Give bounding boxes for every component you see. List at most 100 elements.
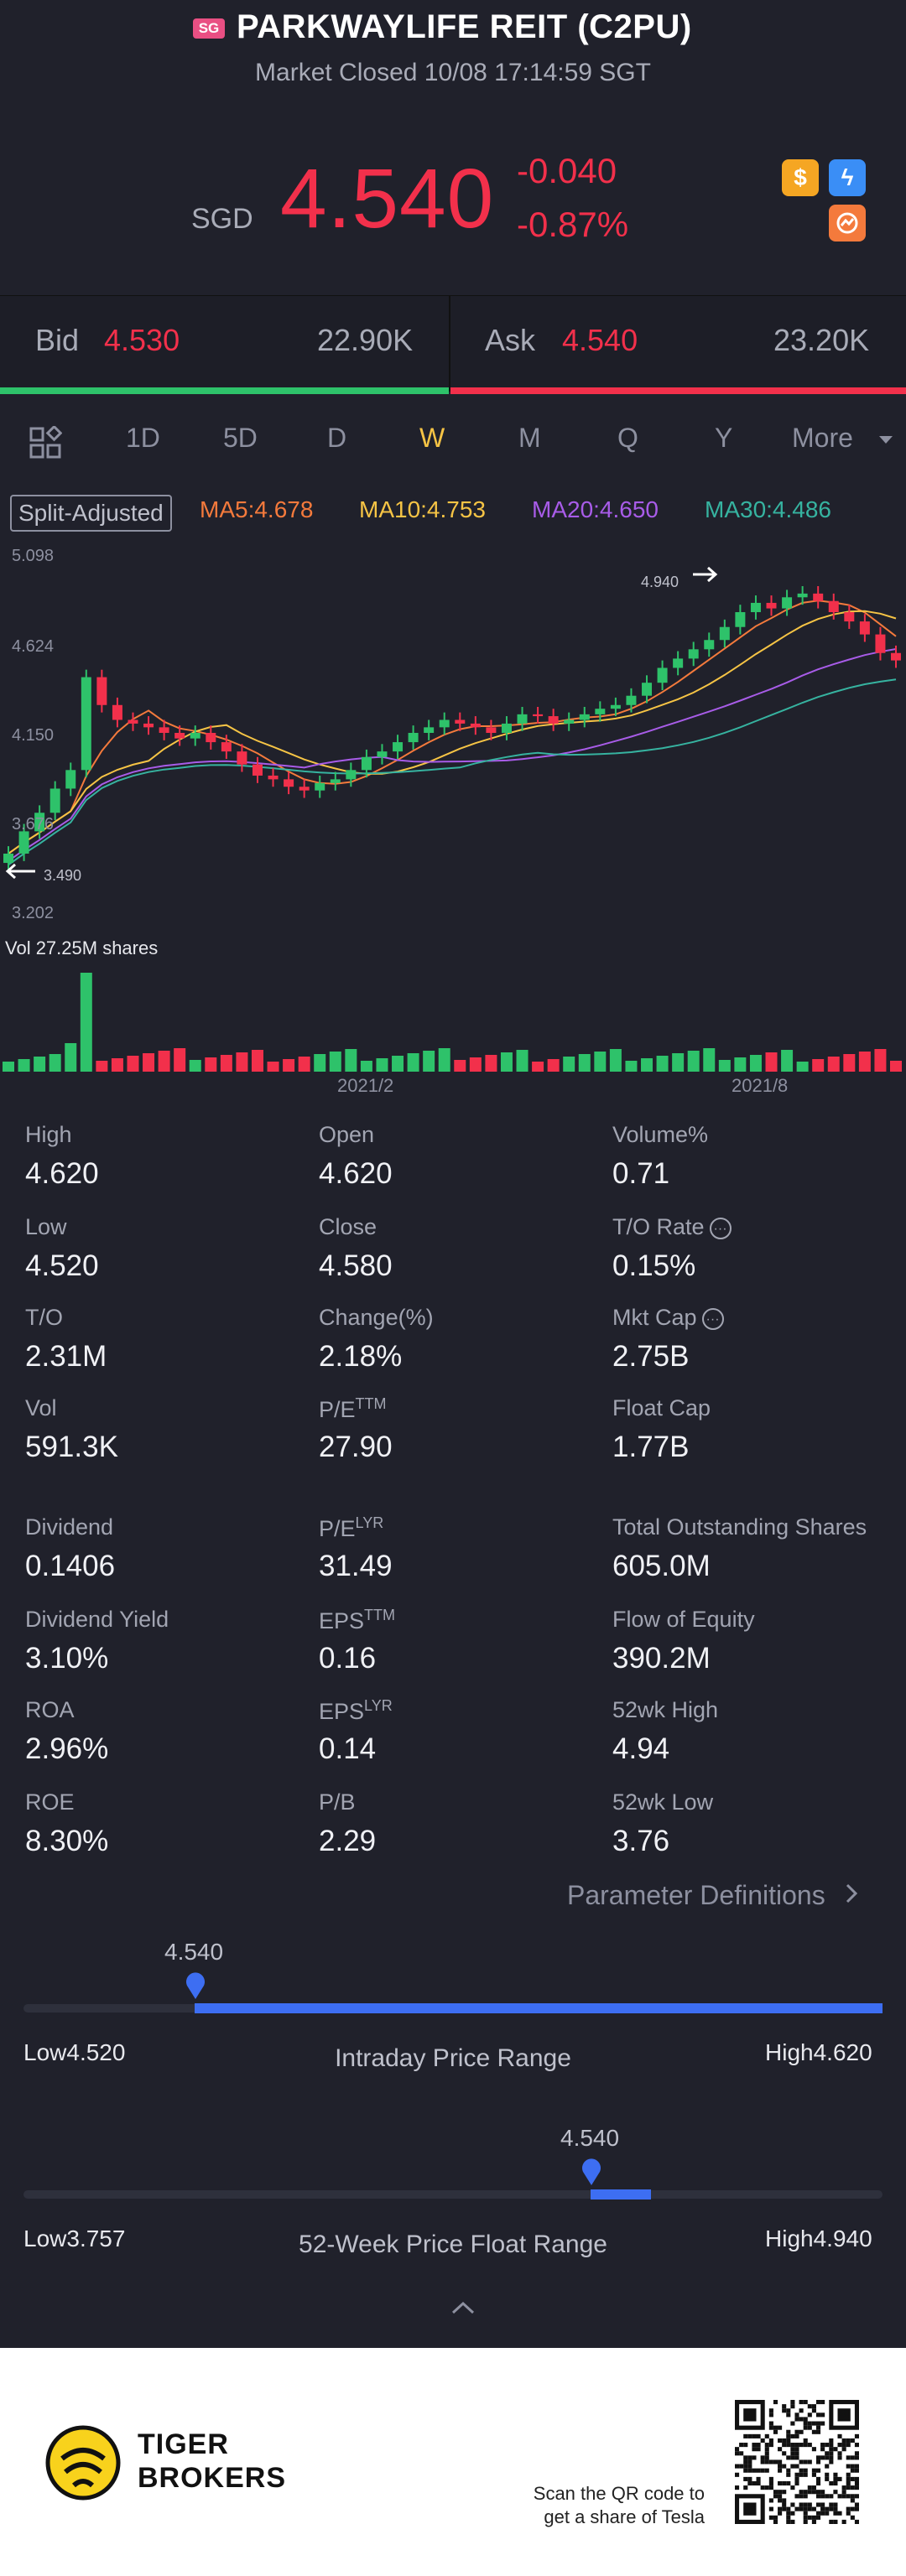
candle-body	[268, 775, 279, 780]
candle-body	[112, 704, 122, 720]
qr-module	[829, 2519, 834, 2524]
qr-module	[811, 2421, 816, 2426]
split-adjusted-toggle[interactable]: Split-Adjusted	[10, 495, 172, 532]
qr-module	[760, 2485, 765, 2490]
tab-y[interactable]: Y	[715, 423, 733, 453]
qr-module	[811, 2506, 816, 2511]
tab-5d[interactable]: 5D	[223, 423, 258, 453]
qr-module	[829, 2506, 834, 2511]
volume-bar	[454, 1060, 466, 1072]
volume-bar	[609, 1049, 622, 1072]
bid-label: Bid	[35, 323, 80, 357]
qr-module	[846, 2506, 851, 2511]
qr-module	[799, 2468, 804, 2473]
candlestick-chart[interactable]	[0, 545, 906, 922]
qr-module	[803, 2519, 808, 2524]
scan-text-line1: Scan the QR code to	[533, 2483, 705, 2504]
qr-module	[786, 2519, 791, 2524]
stat-label: EPSTTM	[319, 1607, 395, 1634]
tab-m[interactable]: M	[518, 423, 541, 453]
volume-bar	[858, 1052, 871, 1072]
info-icon[interactable]: ···	[701, 1307, 724, 1330]
stat-label: Open	[319, 1122, 374, 1148]
qr-module	[799, 2429, 804, 2434]
volume-bar	[49, 1054, 61, 1072]
volume-bar	[500, 1052, 513, 1072]
volume-chart[interactable]	[0, 964, 906, 1073]
qr-module	[829, 2494, 834, 2499]
grid-icon[interactable]	[29, 424, 63, 464]
qr-module	[786, 2506, 791, 2511]
qr-module	[807, 2412, 812, 2418]
candle-body	[237, 751, 247, 765]
week52-range-fill	[591, 2189, 651, 2199]
bid-strength-bar	[0, 387, 449, 394]
bid-ask-divider	[449, 296, 450, 392]
qr-module	[807, 2490, 812, 2495]
stat-label-text: P/B	[319, 1789, 356, 1815]
max-price-marker: 4.940	[641, 574, 680, 590]
qr-module	[773, 2519, 778, 2524]
stat-label: EPSLYR	[319, 1697, 393, 1725]
qr-module	[778, 2494, 783, 2499]
qr-module	[786, 2433, 791, 2438]
qr-module	[833, 2472, 838, 2477]
volume-bar	[407, 1053, 419, 1072]
stat-label: Dividend	[25, 1514, 113, 1540]
candle-body	[626, 695, 637, 705]
qr-module	[756, 2433, 761, 2438]
volume-bar	[843, 1054, 856, 1072]
qr-module	[854, 2464, 859, 2469]
qr-module	[854, 2443, 859, 2448]
candle-body	[299, 787, 310, 791]
lightning-icon[interactable]: ϟ	[829, 159, 866, 196]
qr-module	[756, 2447, 761, 2452]
qr-module	[815, 2476, 821, 2481]
volume-bar	[189, 1060, 201, 1072]
intraday-current-value: 4.540	[164, 1939, 224, 1965]
tab-d[interactable]: D	[327, 423, 347, 453]
qr-module	[790, 2443, 795, 2448]
bid-ask-panel[interactable]: Bid 4.530 22.90K Ask 4.540 23.20K	[0, 295, 906, 392]
chevron-down-icon[interactable]	[877, 434, 894, 450]
arrow-right-icon	[691, 564, 720, 589]
options-icon[interactable]	[829, 205, 866, 242]
y-tick-label: 5.098	[12, 547, 55, 565]
candle-body	[891, 652, 901, 661]
parameter-definitions-link[interactable]: Parameter Definitions	[567, 1880, 858, 1911]
qr-module	[794, 2480, 799, 2486]
last-price: 4.540	[280, 152, 495, 246]
qr-module	[825, 2511, 830, 2516]
qr-module	[794, 2494, 799, 2499]
stat-label-sup: LYR	[355, 1514, 384, 1531]
stat-label: P/B	[319, 1789, 356, 1815]
qr-module	[820, 2502, 825, 2507]
volume-bar	[827, 1057, 840, 1072]
tab-1d[interactable]: 1D	[126, 423, 160, 453]
tab-more[interactable]: More	[792, 423, 853, 453]
stat-label-text: P/E	[319, 1397, 356, 1422]
volume-bar	[111, 1058, 123, 1072]
tab-w[interactable]: W	[419, 423, 445, 453]
volume-bar	[734, 1057, 747, 1072]
qr-module	[815, 2421, 821, 2426]
period-tabs: 1D 5D D W M Q Y More	[0, 406, 906, 473]
info-icon[interactable]: ···	[709, 1217, 732, 1239]
volume-bar	[3, 1062, 14, 1072]
qr-module	[782, 2451, 787, 2456]
stat-value: 3.76	[612, 1825, 670, 1857]
qr-module	[773, 2515, 778, 2520]
qr-module	[786, 2429, 791, 2434]
qr-module	[811, 2485, 816, 2490]
volume-bar	[376, 1058, 388, 1072]
dollar-icon[interactable]: $	[782, 159, 819, 196]
qr-module	[854, 2506, 859, 2511]
tab-q[interactable]: Q	[617, 423, 638, 453]
volume-bar	[594, 1052, 607, 1072]
chevron-up-icon[interactable]	[450, 2299, 476, 2320]
qr-module	[846, 2476, 851, 2481]
qr-module	[756, 2480, 761, 2486]
qr-module	[760, 2438, 765, 2444]
qr-module	[743, 2433, 748, 2438]
qr-module	[764, 2455, 769, 2460]
